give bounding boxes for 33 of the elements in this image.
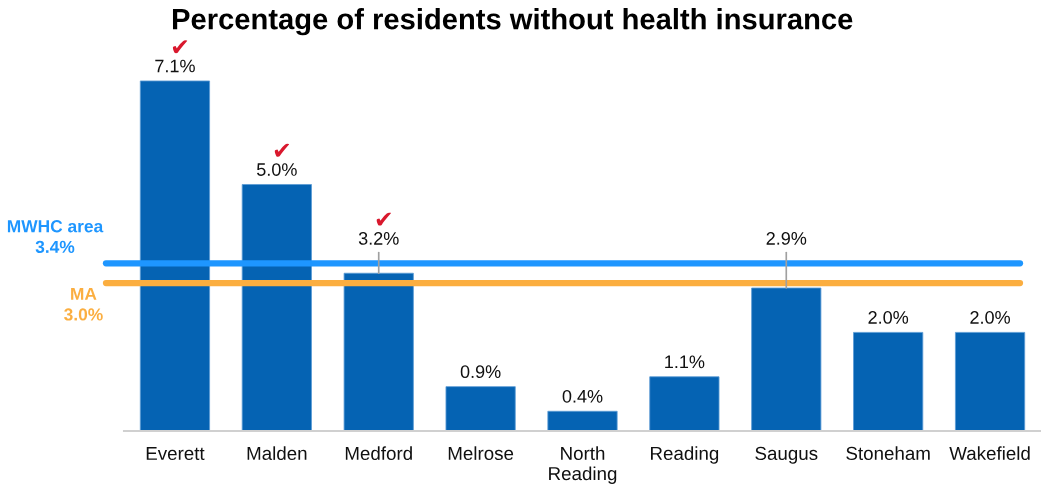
annotation: ✔ bbox=[172, 40, 188, 54]
bar bbox=[139, 80, 211, 431]
x-tick-label: Everett bbox=[146, 446, 205, 461]
data-label: 2.0% bbox=[868, 311, 909, 324]
x-tick-label: Reading bbox=[651, 446, 719, 464]
bar bbox=[445, 386, 516, 431]
data-label: 0.4% bbox=[562, 389, 603, 403]
x-tick-label: Stoneham bbox=[846, 446, 930, 461]
annotation: ✔ bbox=[274, 143, 290, 157]
x-tick-label: Saugus bbox=[755, 446, 818, 464]
data-label: 7.1% bbox=[155, 59, 195, 73]
bar bbox=[649, 376, 720, 431]
bar bbox=[853, 331, 924, 431]
chart-title: Percentage of residents without health insurance bbox=[172, 8, 853, 36]
x-tick-label: Medford bbox=[345, 446, 412, 461]
data-label: 5.0% bbox=[256, 163, 297, 176]
bar bbox=[343, 272, 414, 431]
data-label: 2.0% bbox=[970, 311, 1010, 324]
bar bbox=[954, 331, 1026, 431]
data-label: 1.1% bbox=[665, 355, 705, 369]
x-tick-label: Melrose bbox=[448, 446, 514, 461]
x-tick-label: Wakefield bbox=[949, 446, 1030, 461]
bar bbox=[751, 287, 822, 431]
ref-line-label: MWHC area 3.4% bbox=[7, 220, 104, 254]
data-label: 3.2% bbox=[358, 232, 399, 245]
x-tick-label: Malden bbox=[247, 446, 307, 461]
ref-line-label: MA 3.0% bbox=[64, 287, 103, 321]
data-label: 0.9% bbox=[460, 365, 501, 379]
x-tick-label: North Reading bbox=[549, 446, 617, 484]
data-label: 2.9% bbox=[766, 232, 807, 245]
annotation: ✔ bbox=[376, 212, 391, 226]
bar bbox=[547, 410, 618, 431]
bar bbox=[241, 184, 312, 431]
